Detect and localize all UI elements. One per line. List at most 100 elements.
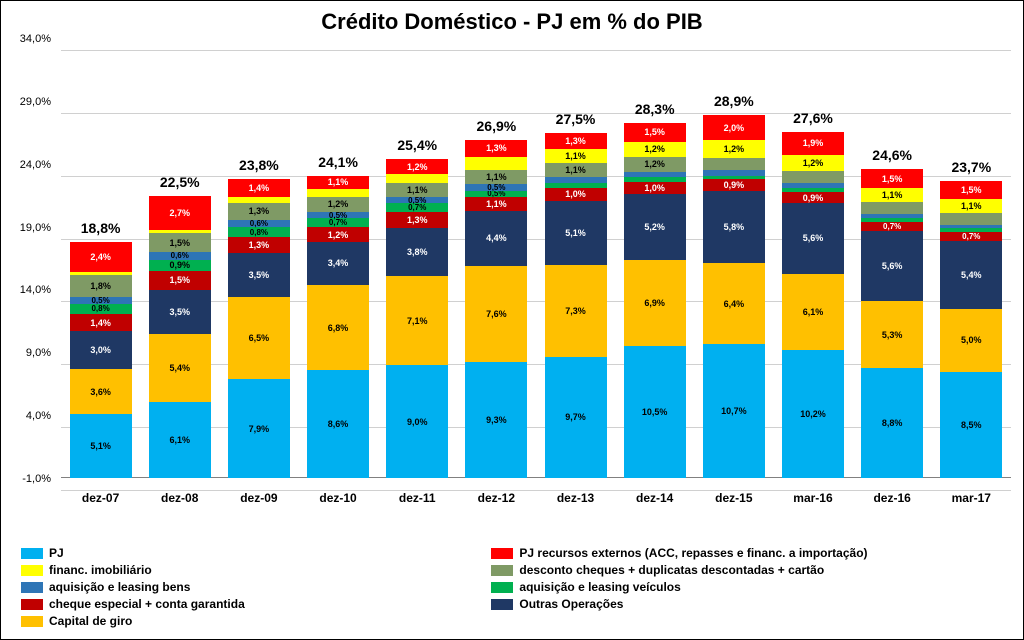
- segment-label: 6,1%: [803, 307, 824, 317]
- legend-item-imobiliario: financ. imobiliário: [21, 563, 491, 577]
- y-axis: -1,0%4,0%9,0%14,0%19,0%24,0%29,0%34,0%: [1, 51, 56, 491]
- bar-segment-desconto: 1,5%: [149, 233, 211, 252]
- legend-swatch: [21, 582, 43, 593]
- segment-label: 6,8%: [328, 323, 349, 333]
- segment-label: 10,2%: [800, 409, 826, 419]
- segment-label: 8,5%: [961, 420, 982, 430]
- segment-label: 1,3%: [565, 136, 586, 146]
- y-tick-label: 9,0%: [26, 347, 51, 359]
- bar-segment-outras: 5,4%: [940, 241, 1002, 309]
- bar-segment-aquis_bens: 0,5%: [465, 184, 527, 190]
- bar-segment-desconto: 1,1%: [386, 183, 448, 197]
- bar-segment-aquis_bens: 0,5%: [307, 212, 369, 218]
- segment-label: 1,2%: [724, 144, 745, 154]
- bar-segment-pj: 9,3%: [465, 362, 527, 479]
- bars-row: 18,8%5,1%3,6%3,0%1,4%0,8%0,5%1,8%2,4%22,…: [61, 51, 1011, 478]
- legend-swatch: [21, 548, 43, 559]
- bar-segment-cheque: 0,9%: [703, 179, 765, 190]
- bar-segment-desconto: [782, 171, 844, 184]
- bar-segment-capital_giro: 5,4%: [149, 334, 211, 402]
- legend-label: aquisição e leasing bens: [49, 580, 190, 594]
- bar-segment-cheque: 1,3%: [386, 212, 448, 228]
- segment-label: 0,6%: [171, 251, 189, 260]
- bar-segment-imobiliario: [465, 157, 527, 171]
- segment-label: 3,8%: [407, 247, 428, 257]
- bar-total-label: 27,5%: [556, 111, 596, 127]
- segment-label: 0,7%: [883, 222, 901, 231]
- segment-label: 1,1%: [961, 201, 982, 211]
- bar-segment-aquis_veiculos: [861, 218, 923, 222]
- segment-label: 5,3%: [882, 330, 903, 340]
- segment-label: 4,4%: [486, 233, 507, 243]
- chart-title: Crédito Doméstico - PJ em % do PIB: [1, 1, 1023, 35]
- segment-label: 1,5%: [961, 185, 982, 195]
- segment-label: 9,7%: [565, 412, 586, 422]
- legend-label: financ. imobiliário: [49, 563, 152, 577]
- bar-segment-aquis_veiculos: 0,8%: [70, 304, 132, 314]
- segment-label: 1,1%: [565, 151, 586, 161]
- bar-total-label: 25,4%: [397, 137, 437, 153]
- segment-label: 5,8%: [724, 222, 745, 232]
- segment-label: 7,9%: [249, 424, 270, 434]
- bar-segment-capital_giro: 5,0%: [940, 309, 1002, 372]
- segment-label: 1,1%: [565, 165, 586, 175]
- segment-label: 1,2%: [803, 158, 824, 168]
- bar-segment-externos: 2,0%: [703, 115, 765, 140]
- segment-label: 8,6%: [328, 419, 349, 429]
- bar-segment-aquis_bens: 0,5%: [70, 297, 132, 303]
- segment-label: 1,5%: [169, 275, 190, 285]
- segment-label: 9,3%: [486, 415, 507, 425]
- bar-segment-capital_giro: 3,6%: [70, 369, 132, 414]
- legend-label: PJ recursos externos (ACC, repasses e fi…: [519, 546, 867, 560]
- segment-label: 1,5%: [882, 174, 903, 184]
- segment-label: 1,3%: [249, 206, 270, 216]
- bar-segment-aquis_bens: [782, 183, 844, 188]
- segment-label: 6,4%: [724, 299, 745, 309]
- bar-group: 27,5%9,7%7,3%5,1%1,0%1,1%1,1%1,3%: [545, 51, 607, 478]
- legend-label: cheque especial + conta garantida: [49, 597, 245, 611]
- legend-item-capital_giro: Capital de giro: [21, 614, 491, 628]
- bar-segment-cheque: 1,3%: [228, 237, 290, 253]
- bar-segment-cheque: 0,7%: [861, 222, 923, 231]
- bar-segment-pj: 9,7%: [545, 357, 607, 479]
- bar-segment-aquis_veiculos: [940, 228, 1002, 232]
- segment-label: 1,4%: [90, 318, 111, 328]
- segment-label: 5,6%: [882, 261, 903, 271]
- legend-swatch: [21, 616, 43, 627]
- bar-group: 22,5%6,1%5,4%3,5%1,5%0,9%0,6%1,5%2,7%: [149, 51, 211, 478]
- segment-label: 8,8%: [882, 418, 903, 428]
- segment-label: 1,4%: [249, 183, 270, 193]
- bar-segment-aquis_bens: 0,6%: [228, 220, 290, 228]
- segment-label: 0,9%: [169, 260, 190, 270]
- bar-segment-externos: 1,9%: [782, 132, 844, 156]
- bar-segment-pj: 10,2%: [782, 350, 844, 478]
- bar-segment-aquis_bens: [703, 170, 765, 175]
- bar-segment-outras: 5,1%: [545, 201, 607, 265]
- bar-segment-pj: 8,6%: [307, 370, 369, 478]
- bar-segment-imobiliario: 1,2%: [782, 155, 844, 170]
- bar-segment-outras: 4,4%: [465, 211, 527, 266]
- segment-label: 3,6%: [90, 387, 111, 397]
- bar-segment-pj: 8,5%: [940, 372, 1002, 479]
- segment-label: 1,1%: [486, 172, 507, 182]
- x-tick-label: mar-16: [782, 491, 844, 531]
- x-tick-label: dez-09: [228, 491, 290, 531]
- legend-label: PJ: [49, 546, 64, 560]
- bar-segment-capital_giro: 7,6%: [465, 266, 527, 362]
- segment-label: 1,5%: [644, 127, 665, 137]
- y-tick-label: 14,0%: [20, 284, 51, 296]
- legend: PJ PJ recursos externos (ACC, repasses e …: [21, 546, 1001, 631]
- bar-segment-externos: 1,1%: [307, 176, 369, 190]
- bar-segment-outras: 3,8%: [386, 228, 448, 276]
- bar-segment-capital_giro: 6,1%: [782, 274, 844, 351]
- segment-label: 1,0%: [644, 183, 665, 193]
- bar-segment-desconto: 1,2%: [307, 197, 369, 212]
- segment-label: 1,1%: [407, 185, 428, 195]
- segment-label: 0,9%: [803, 193, 824, 203]
- bar-group: 27,6%10,2%6,1%5,6%0,9%1,2%1,9%: [782, 51, 844, 478]
- bar-segment-pj: 5,1%: [70, 414, 132, 478]
- bar-segment-cheque: 1,5%: [149, 271, 211, 290]
- legend-swatch: [491, 565, 513, 576]
- bar-segment-outras: 5,6%: [861, 231, 923, 301]
- bar-total-label: 24,1%: [318, 154, 358, 170]
